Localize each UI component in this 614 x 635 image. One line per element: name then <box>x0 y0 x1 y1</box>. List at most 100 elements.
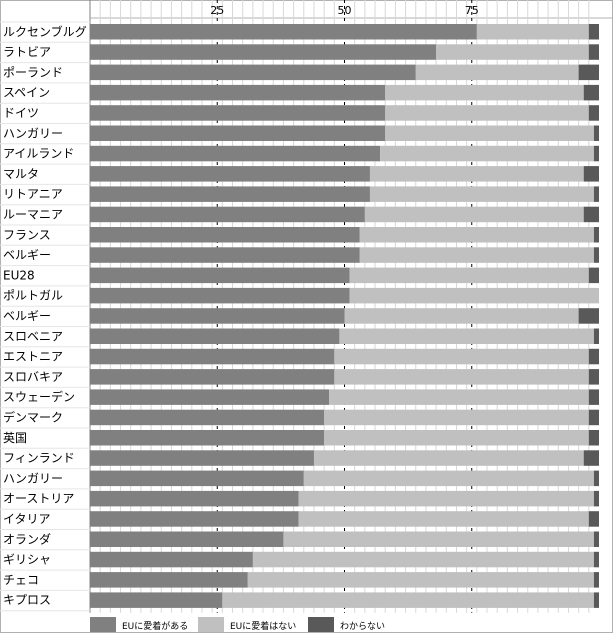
bar-segment-attached <box>90 551 253 568</box>
bar-segment-not-attached <box>369 186 594 202</box>
bar-segment-not-attached <box>436 44 589 60</box>
x-tick-label: 25 <box>210 4 224 17</box>
bar-segment-attached <box>90 125 386 141</box>
legend-item: わからない <box>308 617 385 632</box>
bar-segment-dont-know <box>588 369 599 385</box>
category-label: アイルランド <box>3 147 74 161</box>
bar-segment-attached <box>90 369 335 385</box>
bar-segment-not-attached <box>247 572 594 588</box>
legend-swatch <box>90 617 116 632</box>
category-label: ドイツ <box>3 106 39 120</box>
legend-item: EUに愛着はない <box>198 617 296 632</box>
category-label: スロベニア <box>3 329 63 343</box>
bar-segment-attached <box>90 145 381 162</box>
bar-segment-not-attached <box>385 105 589 121</box>
bar-segment-not-attached <box>385 84 584 101</box>
category-label: スロバキア <box>3 370 63 384</box>
category-label: ルーマニア <box>3 207 63 221</box>
bar-segment-attached <box>90 348 335 365</box>
bar-segment-attached <box>90 389 330 405</box>
bar-segment-not-attached <box>283 531 594 547</box>
bar-segment-not-attached <box>334 348 589 365</box>
bar-segment-attached <box>90 450 314 466</box>
category-label: フィンランド <box>3 451 75 465</box>
bar-segment-not-attached <box>385 125 594 141</box>
bar-segment-attached <box>90 227 360 243</box>
category-label: リトアニア <box>3 187 63 201</box>
x-tick-label: 75 <box>465 4 479 17</box>
x-tick-labels: 25 50 75 <box>210 4 479 17</box>
category-label: スペイン <box>3 86 50 100</box>
bar-segment-not-attached <box>415 64 579 81</box>
bar-segment-not-attached <box>369 166 584 182</box>
bar-segment-not-attached <box>222 592 594 608</box>
bar-segment-dont-know <box>593 227 599 243</box>
bar-segment-dont-know <box>583 206 599 223</box>
legend-label: EUに愛着はない <box>230 620 296 632</box>
bar-segment-not-attached <box>324 409 589 426</box>
bar-segment-not-attached <box>359 247 594 263</box>
legend: EUに愛着がある EUに愛着はない わからない <box>90 617 385 632</box>
gridlines <box>0 0 590 613</box>
bar-segment-dont-know <box>593 186 599 202</box>
bar-segment-dont-know <box>588 430 599 446</box>
bar-segment-not-attached <box>349 287 599 304</box>
bar-segment-dont-know <box>588 267 599 284</box>
category-label: ハンガリー <box>3 126 63 140</box>
bar-segment-not-attached <box>349 267 589 284</box>
bar-segment-dont-know <box>583 450 599 466</box>
legend-swatch <box>308 617 334 632</box>
bar-segment-attached <box>90 166 370 182</box>
category-label: ルクセンブルグ <box>3 24 87 39</box>
category-label: ポルトガル <box>3 289 63 303</box>
category-label: ギリシャ <box>3 553 51 567</box>
bar-segment-attached <box>90 308 345 324</box>
bar-segment-dont-know <box>593 592 599 608</box>
category-label: イタリア <box>3 512 51 526</box>
bar-segment-attached <box>90 572 248 588</box>
bar-segment-attached <box>90 511 299 527</box>
legend-item: EUに愛着がある <box>90 617 188 632</box>
bar-segment-dont-know <box>593 328 599 344</box>
legend-label: EUに愛着がある <box>122 620 188 632</box>
bar-segment-not-attached <box>344 308 579 324</box>
bar-segment-dont-know <box>588 389 599 405</box>
bar-segment-attached <box>90 44 437 60</box>
bar-segment-attached <box>90 592 223 608</box>
bar-segment-attached <box>90 409 325 426</box>
category-label: ベルギー <box>3 309 51 323</box>
bar-segment-not-attached <box>298 511 589 527</box>
x-tick-label: 50 <box>338 4 352 17</box>
bar-segment-attached <box>90 24 477 40</box>
bar-segment-dont-know <box>593 490 599 507</box>
bar-segment-attached <box>90 84 386 101</box>
category-label: スウェーデン <box>3 389 75 404</box>
bar-segment-dont-know <box>593 125 599 141</box>
bar-segment-dont-know <box>578 64 599 81</box>
category-label: オランダ <box>3 531 51 546</box>
category-labels: ルクセンブルグラトビアポーランドスペインドイツハンガリーアイルランドマルタリトア… <box>3 24 87 607</box>
category-label: ポーランド <box>3 65 63 79</box>
bar-segment-attached <box>90 430 325 446</box>
bar-segment-attached <box>90 64 416 81</box>
legend-label: わからない <box>340 621 385 632</box>
category-label: キプロス <box>3 593 51 607</box>
bar-segment-not-attached <box>476 24 589 40</box>
category-label: ラトビア <box>3 45 51 59</box>
category-label: フランス <box>3 228 51 242</box>
bar-segment-not-attached <box>359 227 594 243</box>
bar-segment-dont-know <box>593 470 599 487</box>
category-label: デンマーク <box>3 409 63 424</box>
bar-segment-not-attached <box>252 551 594 568</box>
bar-segment-dont-know <box>578 308 599 324</box>
bar-segment-not-attached <box>324 430 589 446</box>
bar-segment-attached <box>90 490 299 507</box>
bar-segment-dont-know <box>588 24 599 40</box>
category-label: EU28 <box>3 268 35 282</box>
bar-segment-not-attached <box>364 206 584 223</box>
bar-segment-dont-know <box>583 166 599 182</box>
bar-segment-attached <box>90 247 360 263</box>
bar-segment-not-attached <box>298 490 594 507</box>
